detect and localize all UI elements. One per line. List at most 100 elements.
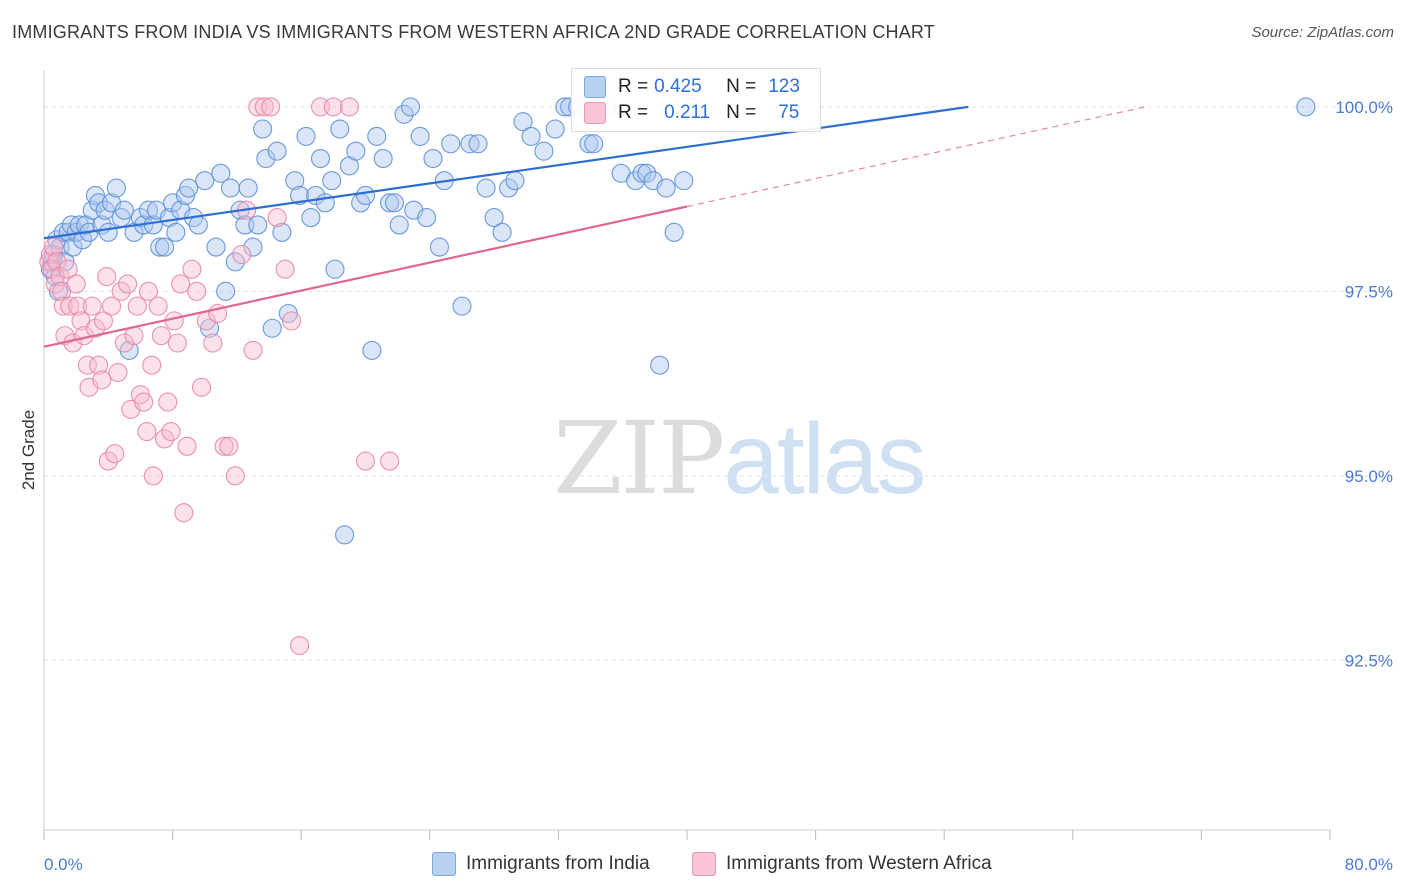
wafrica-point [355, 451, 376, 471]
wafrica-point [323, 97, 343, 117]
india-point [545, 119, 565, 139]
india-point [367, 126, 387, 146]
india-point [389, 215, 409, 235]
india-point [262, 318, 282, 338]
india-point [166, 222, 186, 242]
india-point [243, 237, 263, 257]
wafrica-point [267, 208, 287, 228]
legend-r-value-india: 0.425 [654, 76, 702, 97]
wafrica-point [97, 267, 117, 287]
india-point [106, 178, 126, 198]
wafrica-point [232, 244, 252, 265]
legend-key-india [432, 852, 456, 876]
y-tick-label: 92.5% [1345, 651, 1393, 670]
watermark: ZIPatlas [553, 400, 927, 517]
india-point [301, 208, 321, 228]
india-trendline [43, 105, 969, 240]
india-point [394, 104, 414, 124]
legend-item-india[interactable]: Immigrants from India [432, 852, 650, 876]
india-point [384, 193, 404, 213]
india-point [362, 340, 382, 360]
india-point [650, 355, 670, 375]
wafrica-point [47, 252, 67, 272]
wafrica-point [118, 274, 138, 294]
india-point [380, 193, 400, 213]
x-tick-label-min: 0.0% [44, 855, 83, 874]
india-point [267, 141, 287, 161]
legend-n-value-india: 123 [768, 76, 800, 97]
wafrica-point [225, 466, 245, 486]
india-point [521, 126, 541, 146]
wafrica-point [174, 503, 194, 523]
india-point [468, 134, 488, 154]
legend-item-wafrica[interactable]: Immigrants from Western Africa [692, 852, 992, 876]
wafrica-point [58, 259, 78, 279]
india-point [513, 112, 533, 132]
india-point [95, 200, 115, 220]
wafrica-point [111, 281, 131, 301]
india-point [584, 134, 604, 154]
wafrica-point [89, 355, 109, 375]
watermark-zip: ZIP [553, 400, 725, 517]
india-point [73, 230, 93, 250]
wafrica-point [68, 296, 88, 316]
legend-n-label-wafrica: N = [726, 102, 757, 123]
india-point [441, 134, 461, 154]
wafrica-point [275, 259, 295, 279]
legend-n-label-india: N = [726, 76, 757, 97]
wafrica-point [187, 281, 207, 301]
wafrica-point [148, 296, 168, 316]
wafrica-point [161, 422, 181, 442]
india-point [155, 237, 175, 257]
india-point [664, 222, 684, 242]
y-tick-label: 100.0% [1335, 98, 1393, 117]
wafrica-point [158, 392, 178, 412]
legend-r-value-wafrica: 0.211 [664, 102, 711, 123]
india-point [310, 148, 331, 169]
legend-text-india: Immigrants from India [466, 853, 650, 874]
india-point [216, 281, 236, 301]
wafrica-point [151, 326, 171, 346]
india-point [63, 237, 83, 257]
legend-row-india: R = 0.425 N = 123 [584, 75, 800, 99]
india-point [206, 237, 226, 257]
wafrica-point [182, 259, 202, 279]
source-credit: Source: ZipAtlas.com [1251, 24, 1394, 41]
wafrica-point [203, 333, 223, 353]
wafrica-point [98, 451, 118, 471]
wafrica-point [155, 429, 175, 449]
wafrica-point [261, 97, 281, 117]
india-point [656, 178, 676, 198]
wafrica-point [171, 274, 191, 294]
india-point [429, 237, 449, 257]
wafrica-point [134, 392, 154, 412]
series-legend: Immigrants from India Immigrants from We… [0, 852, 1406, 878]
india-point [373, 148, 393, 169]
wafrica-point [254, 97, 274, 117]
india-point [460, 134, 480, 154]
wafrica-point [60, 296, 80, 316]
wafrica-point [101, 296, 122, 316]
india-point [256, 148, 276, 169]
india-point [417, 208, 437, 228]
x-tick-label-max: 80.0% [1345, 855, 1393, 874]
india-point [534, 141, 554, 161]
india-point [632, 163, 652, 183]
india-point [114, 200, 134, 220]
wafrica-point [93, 311, 114, 331]
india-point [499, 178, 519, 198]
wafrica-point [142, 355, 162, 375]
wafrica-point [380, 451, 400, 471]
chart-title: IMMIGRANTS FROM INDIA VS IMMIGRANTS FROM… [12, 22, 935, 42]
india-point [410, 126, 430, 146]
watermark-atlas: atlas [723, 403, 926, 515]
wafrica-trendline [43, 205, 688, 348]
wafrica-point [50, 267, 70, 287]
wafrica-point [219, 436, 239, 456]
wafrica-point [85, 318, 105, 338]
india-point [400, 97, 421, 117]
legend-r-label-wafrica: R = [618, 102, 649, 123]
wafrica-point [108, 362, 128, 383]
legend-swatch-india [584, 76, 606, 98]
y-tick-label: 97.5% [1345, 282, 1393, 301]
